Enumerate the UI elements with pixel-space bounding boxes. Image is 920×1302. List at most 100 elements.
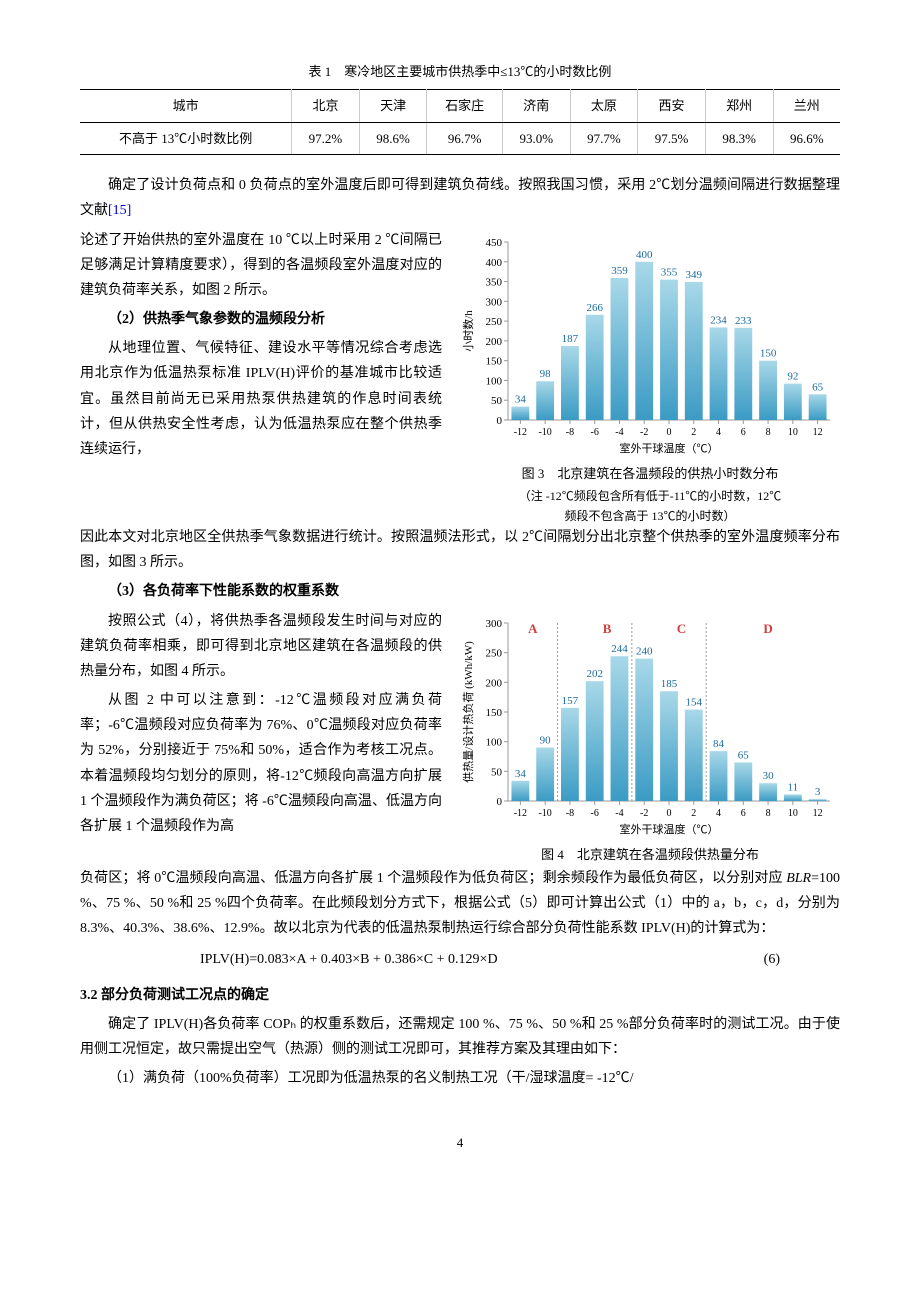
svg-text:3: 3 xyxy=(815,786,821,798)
table1-header-cell: 天津 xyxy=(359,90,427,122)
svg-text:100: 100 xyxy=(486,375,503,387)
chart4-caption: 图 4 北京建筑在各温频段供热量分布 xyxy=(460,843,840,866)
table1-header-cell: 西安 xyxy=(638,90,706,122)
svg-text:50: 50 xyxy=(491,395,503,407)
svg-text:-12: -12 xyxy=(514,427,527,438)
table1-header-cell: 石家庄 xyxy=(427,90,503,122)
svg-text:0: 0 xyxy=(667,427,672,438)
svg-text:室外干球温度（℃）: 室外干球温度（℃） xyxy=(620,822,719,836)
table1-cell: 98.3% xyxy=(705,122,773,154)
svg-text:100: 100 xyxy=(486,736,503,748)
svg-text:4: 4 xyxy=(716,808,721,819)
svg-text:2: 2 xyxy=(691,427,696,438)
svg-text:2: 2 xyxy=(691,808,696,819)
ref-15: [15] xyxy=(108,203,131,218)
svg-text:0: 0 xyxy=(497,796,503,808)
svg-text:-2: -2 xyxy=(640,427,648,438)
formula-6: IPLV(H)=0.083×A + 0.403×B + 0.386×C + 0.… xyxy=(80,947,840,972)
table1-cell: 96.6% xyxy=(773,122,840,154)
table1: 城市北京天津石家庄济南太原西安郑州兰州 不高于 13℃小时数比例97.2%98.… xyxy=(80,89,840,155)
svg-text:266: 266 xyxy=(586,301,603,313)
table1-cell: 97.7% xyxy=(570,122,638,154)
svg-text:154: 154 xyxy=(686,696,703,708)
page-number: 4 xyxy=(80,1131,840,1154)
svg-text:-8: -8 xyxy=(566,808,574,819)
svg-text:300: 300 xyxy=(486,296,503,308)
svg-text:50: 50 xyxy=(491,766,503,778)
svg-text:92: 92 xyxy=(787,370,798,382)
svg-text:D: D xyxy=(763,621,772,636)
svg-text:B: B xyxy=(603,621,612,636)
svg-text:202: 202 xyxy=(586,668,603,680)
svg-text:244: 244 xyxy=(611,643,628,655)
svg-text:-4: -4 xyxy=(615,808,623,819)
chart3: 05010015020025030035040045034-1298-10187… xyxy=(460,228,840,458)
svg-text:150: 150 xyxy=(486,707,503,719)
svg-text:150: 150 xyxy=(486,355,503,367)
chart3-caption: 图 3 北京建筑在各温频段的供热小时数分布 xyxy=(460,462,840,485)
para-climate: 从地理位置、气候特征、建设水平等情况综合考虑选用北京作为低温热泵标准 IPLV(… xyxy=(80,336,442,462)
svg-text:12: 12 xyxy=(813,808,823,819)
table1-cell: 98.6% xyxy=(359,122,427,154)
table1-header-cell: 兰州 xyxy=(773,90,840,122)
svg-text:200: 200 xyxy=(486,677,503,689)
svg-text:355: 355 xyxy=(661,266,678,278)
svg-text:-10: -10 xyxy=(538,427,551,438)
svg-text:室外干球温度（℃）: 室外干球温度（℃） xyxy=(620,441,719,455)
para-freq-analysis: 从图 2 中可以注意到：-12℃温频段对应满负荷率；-6℃温频段对应负荷率为 7… xyxy=(80,688,442,839)
svg-text:359: 359 xyxy=(611,265,628,277)
svg-text:234: 234 xyxy=(710,314,727,326)
svg-text:240: 240 xyxy=(636,645,653,657)
svg-text:10: 10 xyxy=(788,427,798,438)
table1-header-cell: 城市 xyxy=(80,90,292,122)
subhead-3: （3）各负荷率下性能系数的权重系数 xyxy=(80,579,840,604)
chart4: 05010015020025030034-1290-10157-8202-624… xyxy=(460,609,840,839)
svg-text:8: 8 xyxy=(766,808,771,819)
chart3-note1: （注 -12℃频段包含所有低于-11℃的小时数，12℃ xyxy=(460,487,840,505)
table1-cell: 97.2% xyxy=(292,122,360,154)
svg-text:84: 84 xyxy=(713,738,725,750)
para-load-line: 确定了设计负荷点和 0 负荷点的室外温度后即可得到建筑负荷线。按照我国习惯，采用… xyxy=(80,173,840,223)
svg-text:-8: -8 xyxy=(566,427,574,438)
svg-text:65: 65 xyxy=(812,381,824,393)
para-test-cond: 确定了 IPLV(H)各负荷率 COPₕ 的权重系数后，还需规定 100 %、7… xyxy=(80,1012,840,1062)
svg-text:-2: -2 xyxy=(640,808,648,819)
svg-text:90: 90 xyxy=(540,734,552,746)
section-3-2: 3.2 部分负荷测试工况点的确定 xyxy=(80,983,840,1008)
svg-text:233: 233 xyxy=(735,314,752,326)
svg-text:349: 349 xyxy=(686,268,703,280)
table1-header-cell: 北京 xyxy=(292,90,360,122)
para-full-load: （1）满负荷（100%负荷率）工况即为低温热泵的名义制热工况（干/湿球温度= -… xyxy=(80,1066,840,1091)
para-freq-analysis-b: 负荷区；将 0℃温频段向高温、低温方向各扩展 1 个温频段作为低负荷区；剩余频段… xyxy=(80,866,840,942)
svg-text:34: 34 xyxy=(515,767,527,779)
svg-text:供热量/设计热负荷 (kWh/kW): 供热量/设计热负荷 (kWh/kW) xyxy=(461,640,475,782)
svg-text:6: 6 xyxy=(741,808,746,819)
para-climate-b: 因此本文对北京地区全供热季气象数据进行统计。按照温频法形式，以 2℃间隔划分出北… xyxy=(80,525,840,575)
table1-cell: 93.0% xyxy=(502,122,570,154)
svg-text:34: 34 xyxy=(515,393,527,405)
svg-text:400: 400 xyxy=(486,256,503,268)
svg-text:30: 30 xyxy=(763,770,775,782)
chart3-note2: 频段不包含高于 13℃的小时数） xyxy=(460,507,840,525)
svg-text:4: 4 xyxy=(716,427,721,438)
table1-header-cell: 郑州 xyxy=(705,90,773,122)
para-heat-dist: 按照公式（4），将供热季各温频段发生时间与对应的建筑负荷率相乘，即可得到北京地区… xyxy=(80,609,442,685)
svg-text:400: 400 xyxy=(636,248,653,260)
svg-text:12: 12 xyxy=(813,427,823,438)
svg-text:200: 200 xyxy=(486,335,503,347)
svg-text:0: 0 xyxy=(497,415,503,427)
svg-text:8: 8 xyxy=(766,427,771,438)
svg-text:-4: -4 xyxy=(615,427,623,438)
svg-text:6: 6 xyxy=(741,427,746,438)
svg-text:250: 250 xyxy=(486,647,503,659)
svg-text:65: 65 xyxy=(738,749,750,761)
svg-text:250: 250 xyxy=(486,316,503,328)
svg-text:A: A xyxy=(528,621,538,636)
svg-text:157: 157 xyxy=(562,694,579,706)
table1-cell: 96.7% xyxy=(427,122,503,154)
table1-cell: 97.5% xyxy=(638,122,706,154)
svg-text:小时数/h: 小时数/h xyxy=(462,309,475,351)
table1-caption: 表 1 寒冷地区主要城市供热季中≤13℃的小时数比例 xyxy=(80,60,840,83)
svg-text:187: 187 xyxy=(562,333,579,345)
svg-text:0: 0 xyxy=(667,808,672,819)
